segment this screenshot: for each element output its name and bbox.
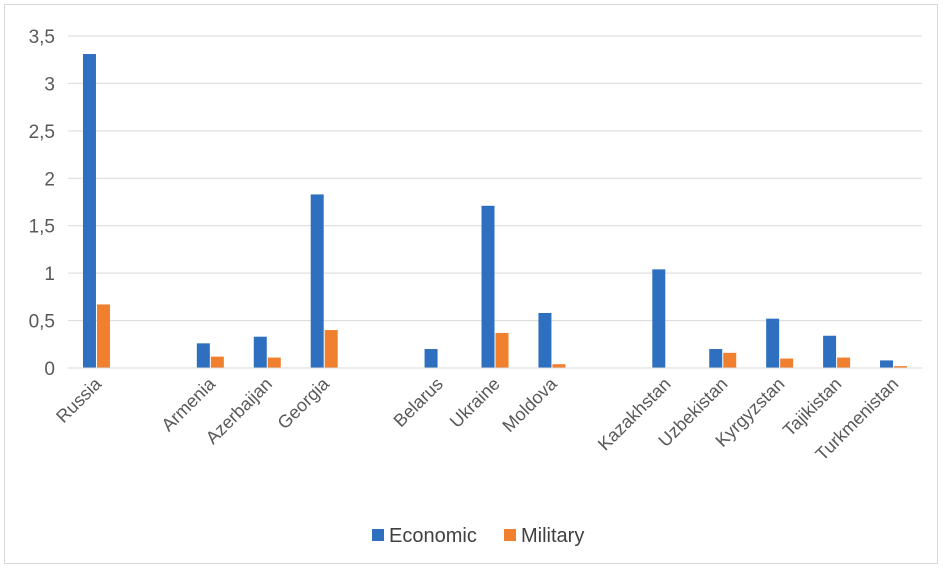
x-tick-label: Russia [52,373,106,427]
y-tick-label: 1 [44,264,55,285]
x-tick-label: Moldova [499,373,562,436]
x-tick-label: Ukraine [446,374,504,432]
legend-label-military: Military [521,525,584,547]
bar-economic-russia [82,54,96,368]
bar-military-azerbaijan [267,357,281,368]
bar-military-ukraine [495,332,509,368]
y-tick-label: 0 [44,359,55,380]
bar-military-georgia [324,330,338,368]
bar-military-armenia [210,356,224,368]
bar-economic-tajikistan [823,335,837,368]
bar-military-kyrgyzstan [780,358,794,368]
bar-economic-azerbaijan [253,336,267,368]
chart-frame [4,4,938,564]
x-tick-label: Georgia [274,373,334,433]
legend-swatch-military [504,529,516,541]
x-tick-label: Belarus [390,374,447,431]
legend: Economic Military [372,525,584,547]
bar-economic-kazakhstan [652,269,666,368]
y-tick-label: 2,5 [29,122,55,143]
bar-military-turkmenistan [894,366,908,368]
y-tick-label: 1,5 [29,217,55,238]
bars [82,54,908,368]
y-tick-label: 3 [44,74,55,95]
y-axis-ticks: 0 0,5 1 1,5 2 2,5 3 3,5 [29,27,55,380]
bar-economic-ukraine [481,205,495,368]
bar-military-tajikistan [837,357,851,368]
gridlines [68,35,922,322]
bar-economic-belarus [424,349,438,368]
bar-military-russia [96,304,110,368]
y-tick-label: 2 [44,169,55,190]
bar-economic-georgia [310,194,324,368]
y-tick-label: 0,5 [29,312,55,333]
bar-military-moldova [552,364,566,368]
y-tick-label: 3,5 [29,27,55,48]
legend-swatch-economic [372,529,384,541]
bar-economic-turkmenistan [880,360,894,368]
bar-economic-armenia [196,343,210,368]
bar-military-uzbekistan [723,352,737,368]
bar-economic-kyrgyzstan [766,318,780,368]
bar-economic-uzbekistan [709,349,723,368]
legend-label-economic: Economic [389,525,477,547]
bar-economic-moldova [538,312,552,368]
